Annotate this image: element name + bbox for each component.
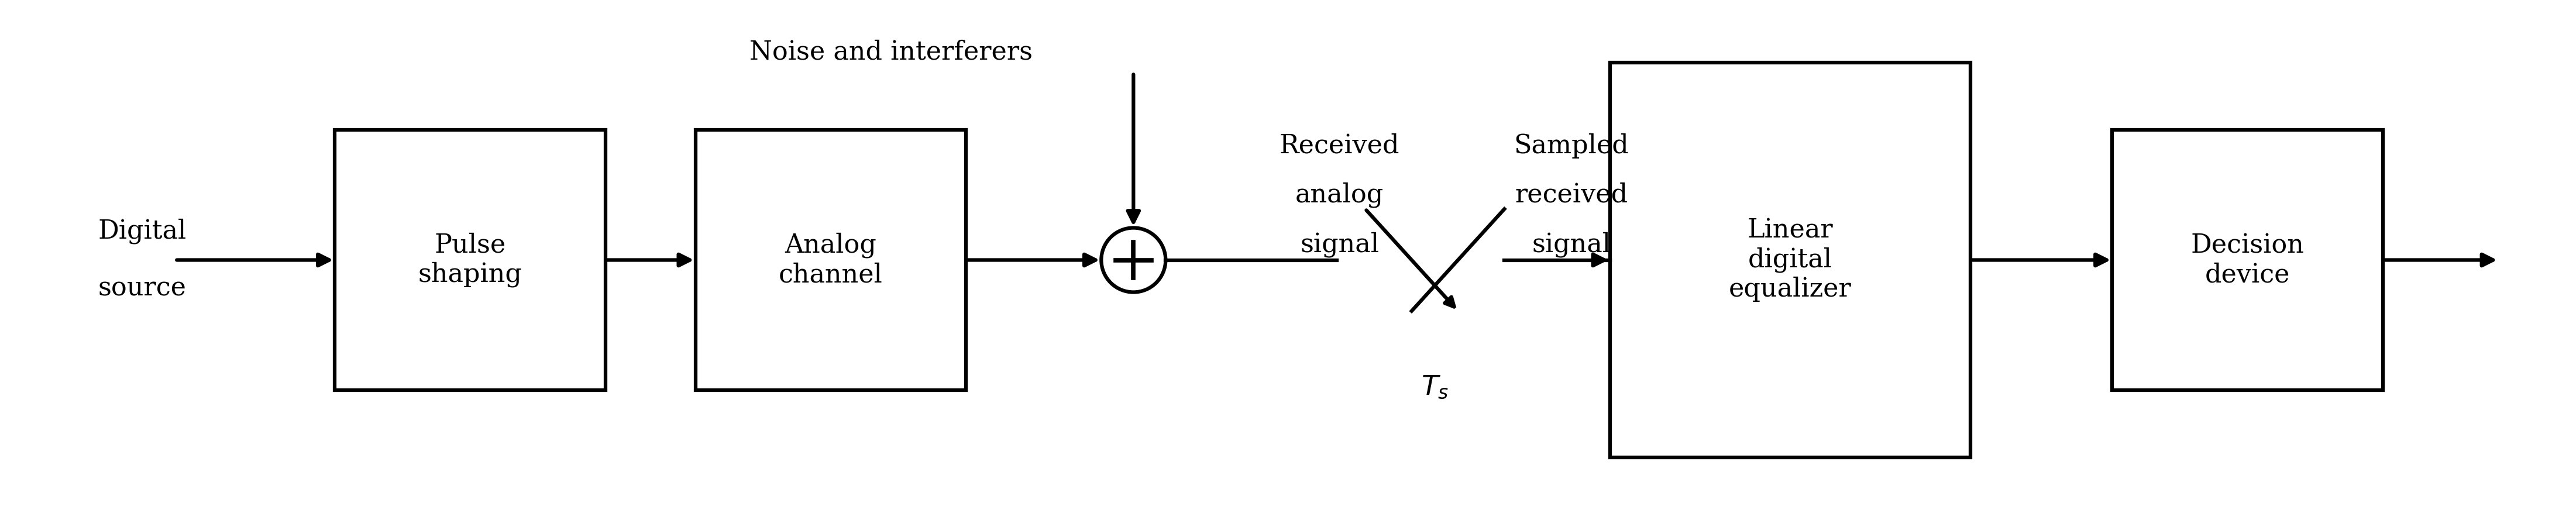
Text: analog: analog [1296, 182, 1383, 208]
Text: $T_s$: $T_s$ [1422, 374, 1448, 400]
Text: Pulse
shaping: Pulse shaping [417, 232, 523, 288]
Text: signal: signal [1533, 231, 1610, 257]
Bar [335, 130, 605, 390]
Text: signal: signal [1301, 231, 1378, 257]
Text: Noise and interferers: Noise and interferers [750, 40, 1033, 64]
Text: received: received [1515, 183, 1628, 207]
Text: Decision
device: Decision device [2190, 233, 2306, 287]
Bar [2112, 130, 2383, 390]
Text: Received: Received [1280, 133, 1399, 158]
Ellipse shape [1103, 228, 1164, 292]
Bar [1610, 62, 1971, 458]
Text: Sampled: Sampled [1515, 133, 1628, 158]
Text: Linear
digital
equalizer: Linear digital equalizer [1728, 218, 1852, 302]
Text: Analog
channel: Analog channel [778, 232, 884, 288]
Text: source: source [98, 276, 185, 301]
Bar [696, 130, 966, 390]
Text: Digital: Digital [98, 218, 185, 244]
